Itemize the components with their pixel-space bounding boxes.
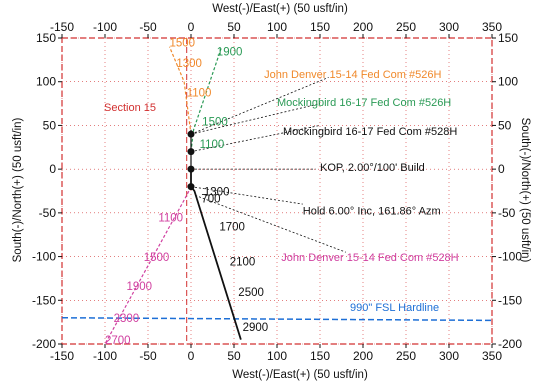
- y-tick-label: -100: [32, 250, 56, 264]
- x-tick-label: 350: [482, 349, 502, 363]
- callout-leader: [190, 125, 321, 153]
- x-tick-label: -50: [139, 349, 157, 363]
- md-label: 1700: [219, 221, 245, 233]
- surface-point: [187, 183, 195, 191]
- x-tick-label: 50: [227, 20, 241, 34]
- y-tick-label: 50: [498, 118, 512, 132]
- y-tick-label: -100: [498, 250, 522, 264]
- md-label: 1100: [200, 139, 225, 151]
- left-axis-title: South(-)/North(+) (50 usft/in): [12, 117, 24, 262]
- callout-label: Mockingbird 16-17 Fed Com #526H: [277, 97, 451, 109]
- callout-label: KOP, 2.00°/100' Build: [320, 162, 425, 174]
- x-tick-label: 250: [396, 20, 416, 34]
- x-tick-label: 350: [482, 20, 502, 34]
- y-tick-label: -200: [32, 337, 56, 351]
- well-path: [168, 46, 192, 135]
- callout-leader: [195, 194, 346, 253]
- well-path: [104, 186, 192, 345]
- x-tick-label: 100: [267, 20, 287, 34]
- y-tick-label: 0: [49, 162, 56, 176]
- y-tick-label: -50: [39, 206, 57, 220]
- md-labels: 1100 1300 1500 1100 1500 1900 1100 1500 1900 2300…: [105, 38, 268, 347]
- x-tick-label: 250: [396, 349, 416, 363]
- hardline-label: 990" FSL Hardline: [350, 302, 439, 314]
- x-tick-label: 200: [353, 349, 373, 363]
- callout-label: John Denver 15-14 Fed Com #528H: [281, 252, 458, 264]
- callout-leader: [190, 76, 329, 135]
- callout-label: Hold 6.00° Inc, 161.86° Azm: [303, 206, 441, 218]
- y-tick-label: 50: [43, 118, 57, 132]
- well-path: [190, 48, 222, 152]
- callout-label: John Denver 15-14 Fed Com #526H: [264, 69, 441, 81]
- md-label: 1900: [217, 46, 243, 58]
- y-tick-label: 0: [498, 162, 505, 176]
- surface-point: [187, 165, 195, 173]
- callouts: John Denver 15-14 Fed Com #526H Mockingbi…: [190, 69, 459, 264]
- y-tick-label: 100: [36, 75, 56, 89]
- md-label: 2100: [230, 256, 256, 268]
- surface-point: [187, 148, 195, 156]
- callout-label: Mockingbird 16-17 Fed Com #528H: [283, 126, 457, 138]
- md-label: 2700: [105, 335, 131, 347]
- y-tick-label: -50: [498, 206, 516, 220]
- x-tick-label: 50: [227, 349, 241, 363]
- md-label: 1500: [202, 116, 228, 128]
- md-label: 1300: [204, 186, 230, 198]
- x-tick-label: -50: [139, 20, 157, 34]
- md-label: 1100: [187, 88, 212, 100]
- md-label: 2500: [238, 287, 264, 299]
- md-label: 2900: [243, 322, 269, 334]
- x-tick-label: -100: [93, 349, 117, 363]
- md-label: 700: [201, 193, 220, 205]
- x-tick-label: -150: [50, 20, 74, 34]
- right-axis-title: South(-)/North(+) (50 usft/in): [519, 118, 531, 263]
- y-tick-label: -200: [498, 337, 522, 351]
- x-tick-label: 300: [439, 20, 459, 34]
- section-label: Section 15: [104, 102, 156, 114]
- x-tick-label: 150: [310, 349, 330, 363]
- x-tick-label: 200: [353, 20, 373, 34]
- md-label: 1500: [170, 38, 196, 50]
- axes: -150 -150 -100 -100 -50 -50 0 0 50 50 100 100 150 150…: [32, 20, 522, 363]
- callout-leader: [190, 186, 303, 205]
- bottom-axis-title: West(-)/East(+) (50 usft/in): [232, 369, 368, 381]
- y-tick-label: 150: [498, 31, 518, 45]
- top-axis-title: West(-)/East(+) (50 usft/in): [212, 3, 348, 15]
- x-tick-label: -150: [50, 349, 74, 363]
- x-tick-label: 300: [439, 349, 459, 363]
- x-tick-label: 0: [188, 20, 195, 34]
- x-tick-label: 0: [188, 349, 195, 363]
- md-label: 1900: [127, 281, 153, 293]
- y-tick-label: -150: [498, 293, 522, 307]
- y-tick-label: -150: [32, 293, 56, 307]
- y-tick-label: 100: [498, 75, 518, 89]
- surface-point: [187, 130, 195, 138]
- md-label: 1100: [158, 213, 183, 225]
- x-tick-label: 100: [267, 349, 287, 363]
- md-label: 1500: [144, 252, 170, 264]
- y-tick-label: 150: [36, 31, 56, 45]
- x-tick-label: 150: [310, 20, 330, 34]
- md-label: 1300: [176, 58, 202, 70]
- x-tick-label: -100: [93, 20, 117, 34]
- md-label: 2300: [114, 313, 140, 325]
- surface-points: [187, 130, 195, 191]
